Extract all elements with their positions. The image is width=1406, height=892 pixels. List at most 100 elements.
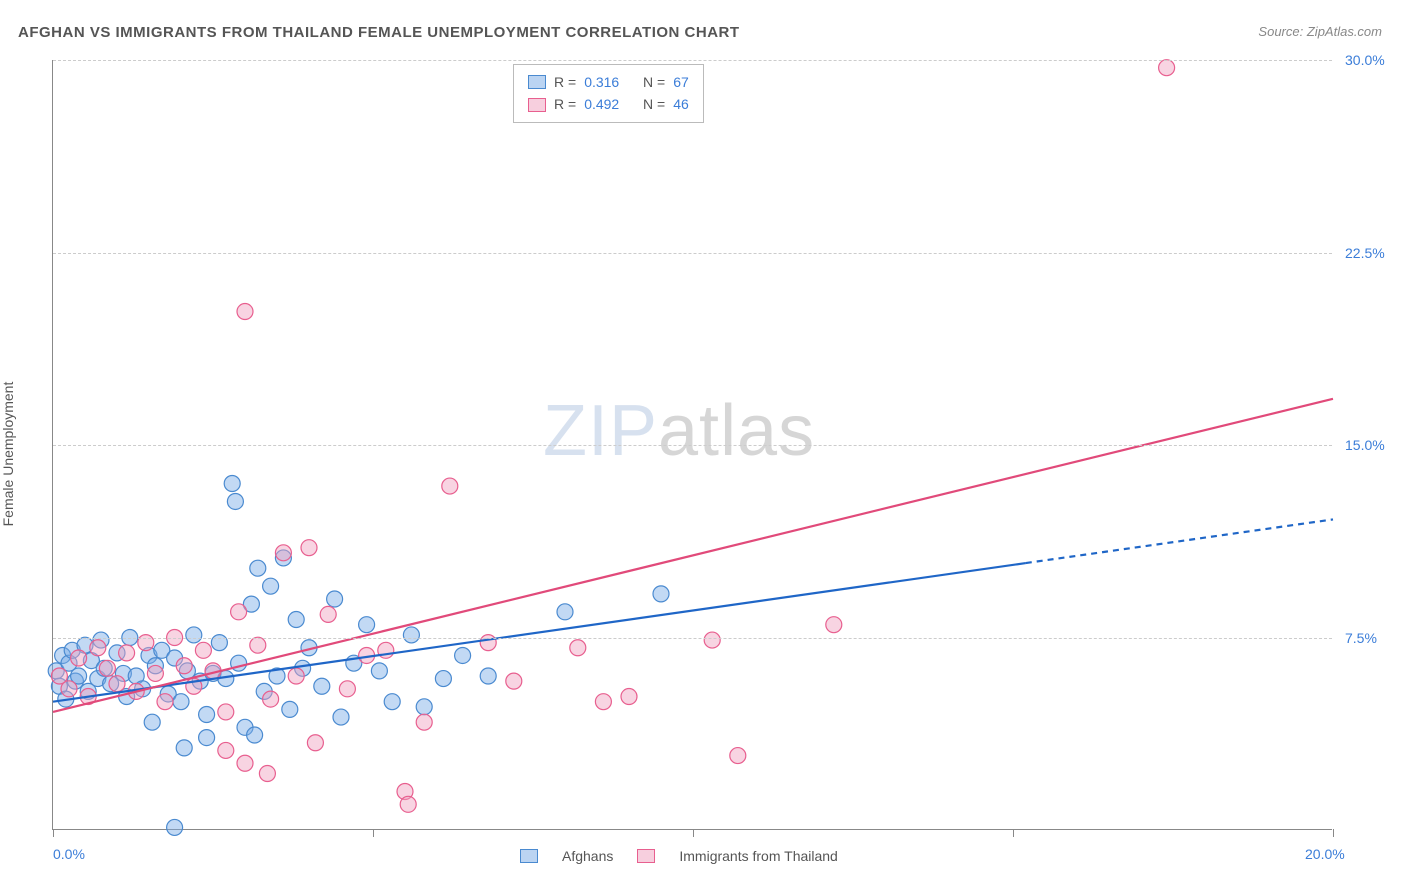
scatter-point bbox=[237, 304, 253, 320]
scatter-point bbox=[320, 606, 336, 622]
scatter-point bbox=[359, 617, 375, 633]
scatter-point bbox=[826, 617, 842, 633]
scatter-point bbox=[90, 640, 106, 656]
scatter-point bbox=[237, 755, 253, 771]
scatter-point bbox=[400, 796, 416, 812]
scatter-point bbox=[119, 645, 135, 661]
scatter-point bbox=[384, 694, 400, 710]
scatter-point bbox=[480, 668, 496, 684]
scatter-point bbox=[595, 694, 611, 710]
scatter-point bbox=[218, 704, 234, 720]
scatter-point bbox=[371, 663, 387, 679]
n-value-1: 67 bbox=[673, 71, 689, 93]
scatter-point bbox=[416, 714, 432, 730]
scatter-point bbox=[218, 742, 234, 758]
scatter-point bbox=[403, 627, 419, 643]
scatter-point bbox=[570, 640, 586, 656]
scatter-point bbox=[263, 578, 279, 594]
legend-swatch-pink bbox=[528, 98, 546, 112]
scatter-point bbox=[307, 735, 323, 751]
y-tick-label: 22.5% bbox=[1345, 245, 1385, 261]
scatter-point bbox=[259, 766, 275, 782]
correlation-legend: R = 0.316 N = 67 R = 0.492 N = 46 bbox=[513, 64, 704, 123]
scatter-point bbox=[167, 819, 183, 835]
scatter-point bbox=[653, 586, 669, 602]
x-tick bbox=[693, 829, 694, 837]
scatter-point bbox=[71, 650, 87, 666]
r-label: R = bbox=[554, 71, 576, 93]
scatter-point bbox=[442, 478, 458, 494]
source-link[interactable]: ZipAtlas.com bbox=[1307, 24, 1382, 39]
scatter-point bbox=[109, 676, 125, 692]
x-tick bbox=[1333, 829, 1334, 837]
x-tick bbox=[53, 829, 54, 837]
scatter-point bbox=[147, 665, 163, 681]
scatter-point bbox=[176, 740, 192, 756]
scatter-point bbox=[186, 627, 202, 643]
x-tick-label: 20.0% bbox=[1305, 846, 1345, 862]
scatter-point bbox=[250, 560, 266, 576]
scatter-point bbox=[99, 660, 115, 676]
trend-line-dashed bbox=[1026, 519, 1333, 563]
scatter-point bbox=[704, 632, 720, 648]
scatter-point bbox=[557, 604, 573, 620]
scatter-point bbox=[288, 612, 304, 628]
scatter-point bbox=[730, 748, 746, 764]
legend-row-1: R = 0.316 N = 67 bbox=[528, 71, 689, 93]
scatter-point bbox=[621, 689, 637, 705]
scatter-point bbox=[247, 727, 263, 743]
gridline bbox=[53, 445, 1332, 446]
scatter-point bbox=[416, 699, 432, 715]
scatter-point bbox=[282, 701, 298, 717]
scatter-point bbox=[314, 678, 330, 694]
n-label: N = bbox=[643, 93, 665, 115]
scatter-point bbox=[435, 671, 451, 687]
scatter-point bbox=[199, 707, 215, 723]
scatter-point bbox=[61, 681, 77, 697]
y-tick-label: 15.0% bbox=[1345, 437, 1385, 453]
scatter-point bbox=[275, 545, 291, 561]
legend-label-1: Afghans bbox=[562, 848, 613, 864]
scatter-point bbox=[263, 691, 279, 707]
scatter-point bbox=[1159, 60, 1175, 76]
scatter-point bbox=[301, 540, 317, 556]
r-value-1: 0.316 bbox=[584, 71, 619, 93]
scatter-point bbox=[227, 493, 243, 509]
n-value-2: 46 bbox=[673, 93, 689, 115]
y-tick-label: 30.0% bbox=[1345, 52, 1385, 68]
gridline bbox=[53, 60, 1332, 61]
scatter-point bbox=[195, 642, 211, 658]
plot-area: ZIPatlas R = 0.316 N = 67 R = 0.492 N = … bbox=[52, 60, 1332, 830]
scatter-point bbox=[250, 637, 266, 653]
scatter-point bbox=[173, 694, 189, 710]
legend-row-2: R = 0.492 N = 46 bbox=[528, 93, 689, 115]
legend-swatch-blue bbox=[528, 75, 546, 89]
r-label: R = bbox=[554, 93, 576, 115]
gridline bbox=[53, 253, 1332, 254]
n-label: N = bbox=[643, 71, 665, 93]
x-tick bbox=[1013, 829, 1014, 837]
scatter-point bbox=[144, 714, 160, 730]
x-tick-label: 0.0% bbox=[53, 846, 85, 862]
scatter-point bbox=[199, 730, 215, 746]
scatter-point bbox=[157, 694, 173, 710]
y-axis-label: Female Unemployment bbox=[0, 382, 16, 527]
scatter-point bbox=[231, 604, 247, 620]
scatter-point bbox=[224, 476, 240, 492]
scatter-point bbox=[288, 668, 304, 684]
legend-swatch-pink bbox=[637, 849, 655, 863]
legend-label-2: Immigrants from Thailand bbox=[679, 848, 837, 864]
y-tick-label: 7.5% bbox=[1345, 630, 1377, 646]
x-tick bbox=[373, 829, 374, 837]
chart-title: AFGHAN VS IMMIGRANTS FROM THAILAND FEMAL… bbox=[18, 24, 740, 41]
scatter-point bbox=[333, 709, 349, 725]
source-attribution: Source: ZipAtlas.com bbox=[1258, 24, 1382, 39]
scatter-point bbox=[506, 673, 522, 689]
scatter-point bbox=[327, 591, 343, 607]
series-legend: Afghans Immigrants from Thailand bbox=[520, 848, 838, 864]
gridline bbox=[53, 638, 1332, 639]
scatter-point bbox=[339, 681, 355, 697]
legend-swatch-blue bbox=[520, 849, 538, 863]
source-label: Source: bbox=[1258, 24, 1303, 39]
r-value-2: 0.492 bbox=[584, 93, 619, 115]
